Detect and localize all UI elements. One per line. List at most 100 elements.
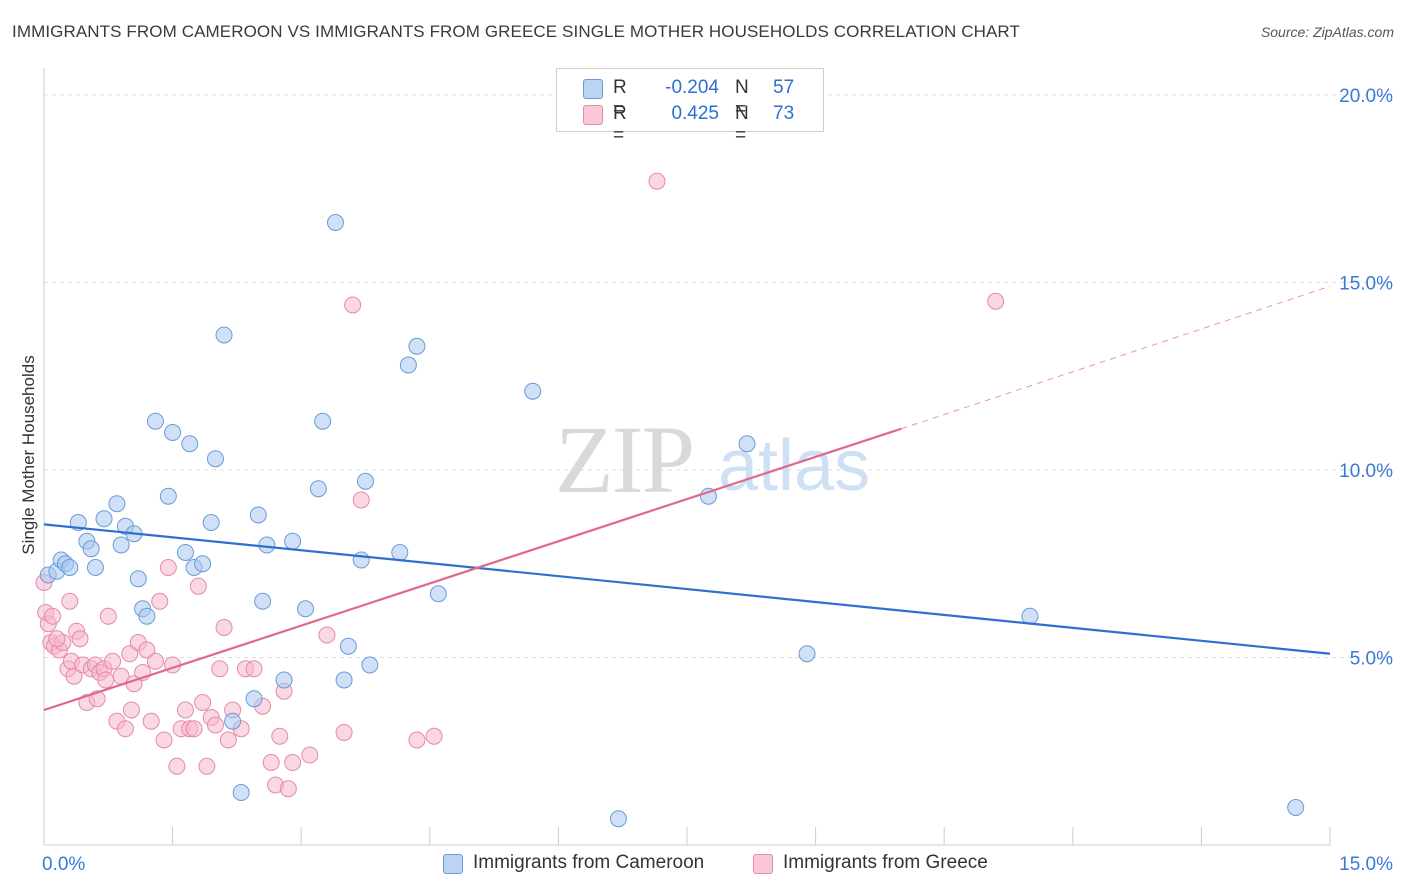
bottom-legend-label: Immigrants from Cameroon bbox=[473, 852, 705, 873]
greece-point bbox=[142, 712, 160, 730]
cameroon-point bbox=[194, 555, 212, 573]
cameroon-point bbox=[181, 435, 199, 453]
r-value: -0.204 bbox=[665, 77, 719, 98]
greece-point bbox=[648, 172, 666, 190]
greece-point bbox=[301, 746, 319, 764]
cameroon-point bbox=[112, 536, 130, 554]
greece-point bbox=[211, 660, 229, 678]
source-credit: Source: ZipAtlas.com bbox=[1260, 24, 1394, 40]
cameroon-point bbox=[1021, 607, 1039, 625]
greece-point bbox=[97, 671, 115, 689]
cameroon-point bbox=[738, 435, 756, 453]
cameroon-point bbox=[61, 559, 79, 576]
greece-point bbox=[176, 701, 194, 719]
greece-point bbox=[71, 630, 89, 648]
x-tick-label-left: 0.0% bbox=[42, 854, 85, 875]
cameroon-point bbox=[361, 656, 379, 674]
cameroon-point bbox=[429, 585, 447, 603]
cameroon-point bbox=[202, 514, 220, 531]
greece-point bbox=[194, 694, 212, 711]
cameroon-point bbox=[399, 356, 417, 374]
chart-title: IMMIGRANTS FROM CAMEROON VS IMMIGRANTS F… bbox=[12, 22, 1020, 41]
cameroon-point bbox=[86, 559, 104, 576]
cameroon-point bbox=[232, 784, 250, 801]
greece-point bbox=[198, 757, 216, 775]
greece-point bbox=[65, 667, 83, 685]
cameroon-point bbox=[352, 551, 370, 569]
greece-point bbox=[121, 645, 139, 663]
y-tick-label: 20.0% bbox=[1339, 86, 1393, 107]
cameroon-trend-line bbox=[43, 523, 1331, 655]
cameroon-point bbox=[206, 450, 224, 468]
n-value: 57 bbox=[773, 77, 795, 98]
x-tick-label-right: 15.0% bbox=[1339, 854, 1393, 875]
greece-point bbox=[335, 724, 353, 741]
cameroon-point bbox=[798, 645, 816, 663]
greece-point bbox=[185, 720, 203, 738]
greece-point bbox=[159, 559, 177, 576]
r-label: R = bbox=[613, 77, 627, 120]
greece-point bbox=[151, 592, 169, 610]
greece-point bbox=[284, 754, 302, 771]
correlation-legend: R = -0.204 N = 57 R = 0.425 N = 73 bbox=[556, 68, 824, 146]
cameroon-point bbox=[138, 607, 156, 625]
greece-point bbox=[104, 652, 122, 670]
cameroon-point bbox=[146, 412, 164, 430]
cameroon-point bbox=[245, 690, 263, 708]
cameroon-point bbox=[82, 540, 100, 558]
greece-point bbox=[48, 630, 66, 648]
cameroon-point bbox=[339, 637, 357, 655]
cameroon-swatch bbox=[583, 79, 603, 99]
cameroon-point bbox=[224, 712, 242, 730]
greece-point bbox=[189, 577, 207, 595]
cameroon-point bbox=[309, 480, 327, 498]
greece-point bbox=[408, 731, 426, 749]
greece-point bbox=[262, 754, 280, 771]
bottom-legend-label: Immigrants from Greece bbox=[783, 852, 988, 873]
greece-point bbox=[219, 731, 237, 749]
greece-point bbox=[138, 641, 156, 659]
greece-point bbox=[245, 660, 263, 678]
cameroon-point bbox=[609, 810, 627, 828]
n-label: N = bbox=[735, 77, 749, 120]
cameroon-point bbox=[129, 570, 147, 588]
cameroon-point bbox=[108, 495, 126, 513]
greece-point bbox=[146, 652, 164, 670]
greece-point bbox=[215, 619, 233, 636]
greece-point bbox=[318, 626, 336, 644]
watermark-zip: ZIP bbox=[555, 406, 693, 513]
cameroon-point bbox=[335, 671, 353, 689]
n-value: 73 bbox=[773, 103, 795, 124]
greece-point bbox=[122, 701, 140, 719]
cameroon-point bbox=[524, 382, 542, 400]
cameroon-point bbox=[275, 671, 293, 689]
greece-point bbox=[206, 716, 224, 734]
greece-swatch bbox=[583, 105, 603, 125]
greece-point bbox=[168, 757, 186, 775]
r-label: R = bbox=[613, 103, 627, 146]
greece-point bbox=[44, 607, 62, 625]
n-label: N = bbox=[735, 103, 749, 146]
cameroon-point bbox=[408, 337, 426, 355]
cameroon-point bbox=[391, 544, 409, 561]
greece-point bbox=[987, 292, 1005, 310]
greece-point bbox=[116, 720, 134, 738]
cameroon-point bbox=[314, 412, 332, 430]
greece-point bbox=[99, 607, 117, 625]
cameroon-swatch bbox=[443, 854, 463, 874]
r-value: 0.425 bbox=[671, 103, 719, 124]
cameroon-point bbox=[176, 544, 194, 561]
cameroon-point bbox=[326, 214, 344, 231]
greece-point bbox=[271, 727, 289, 745]
greece-point bbox=[425, 727, 443, 745]
cameroon-point bbox=[249, 506, 267, 524]
cameroon-point bbox=[258, 536, 276, 554]
y-tick-label: 10.0% bbox=[1339, 461, 1393, 482]
cameroon-point bbox=[1287, 799, 1305, 816]
cameroon-point bbox=[159, 487, 177, 505]
cameroon-point bbox=[296, 600, 314, 618]
greece-point bbox=[344, 296, 362, 314]
greece-trend-line bbox=[43, 427, 902, 712]
cameroon-point bbox=[284, 532, 302, 550]
cameroon-point bbox=[95, 510, 113, 528]
